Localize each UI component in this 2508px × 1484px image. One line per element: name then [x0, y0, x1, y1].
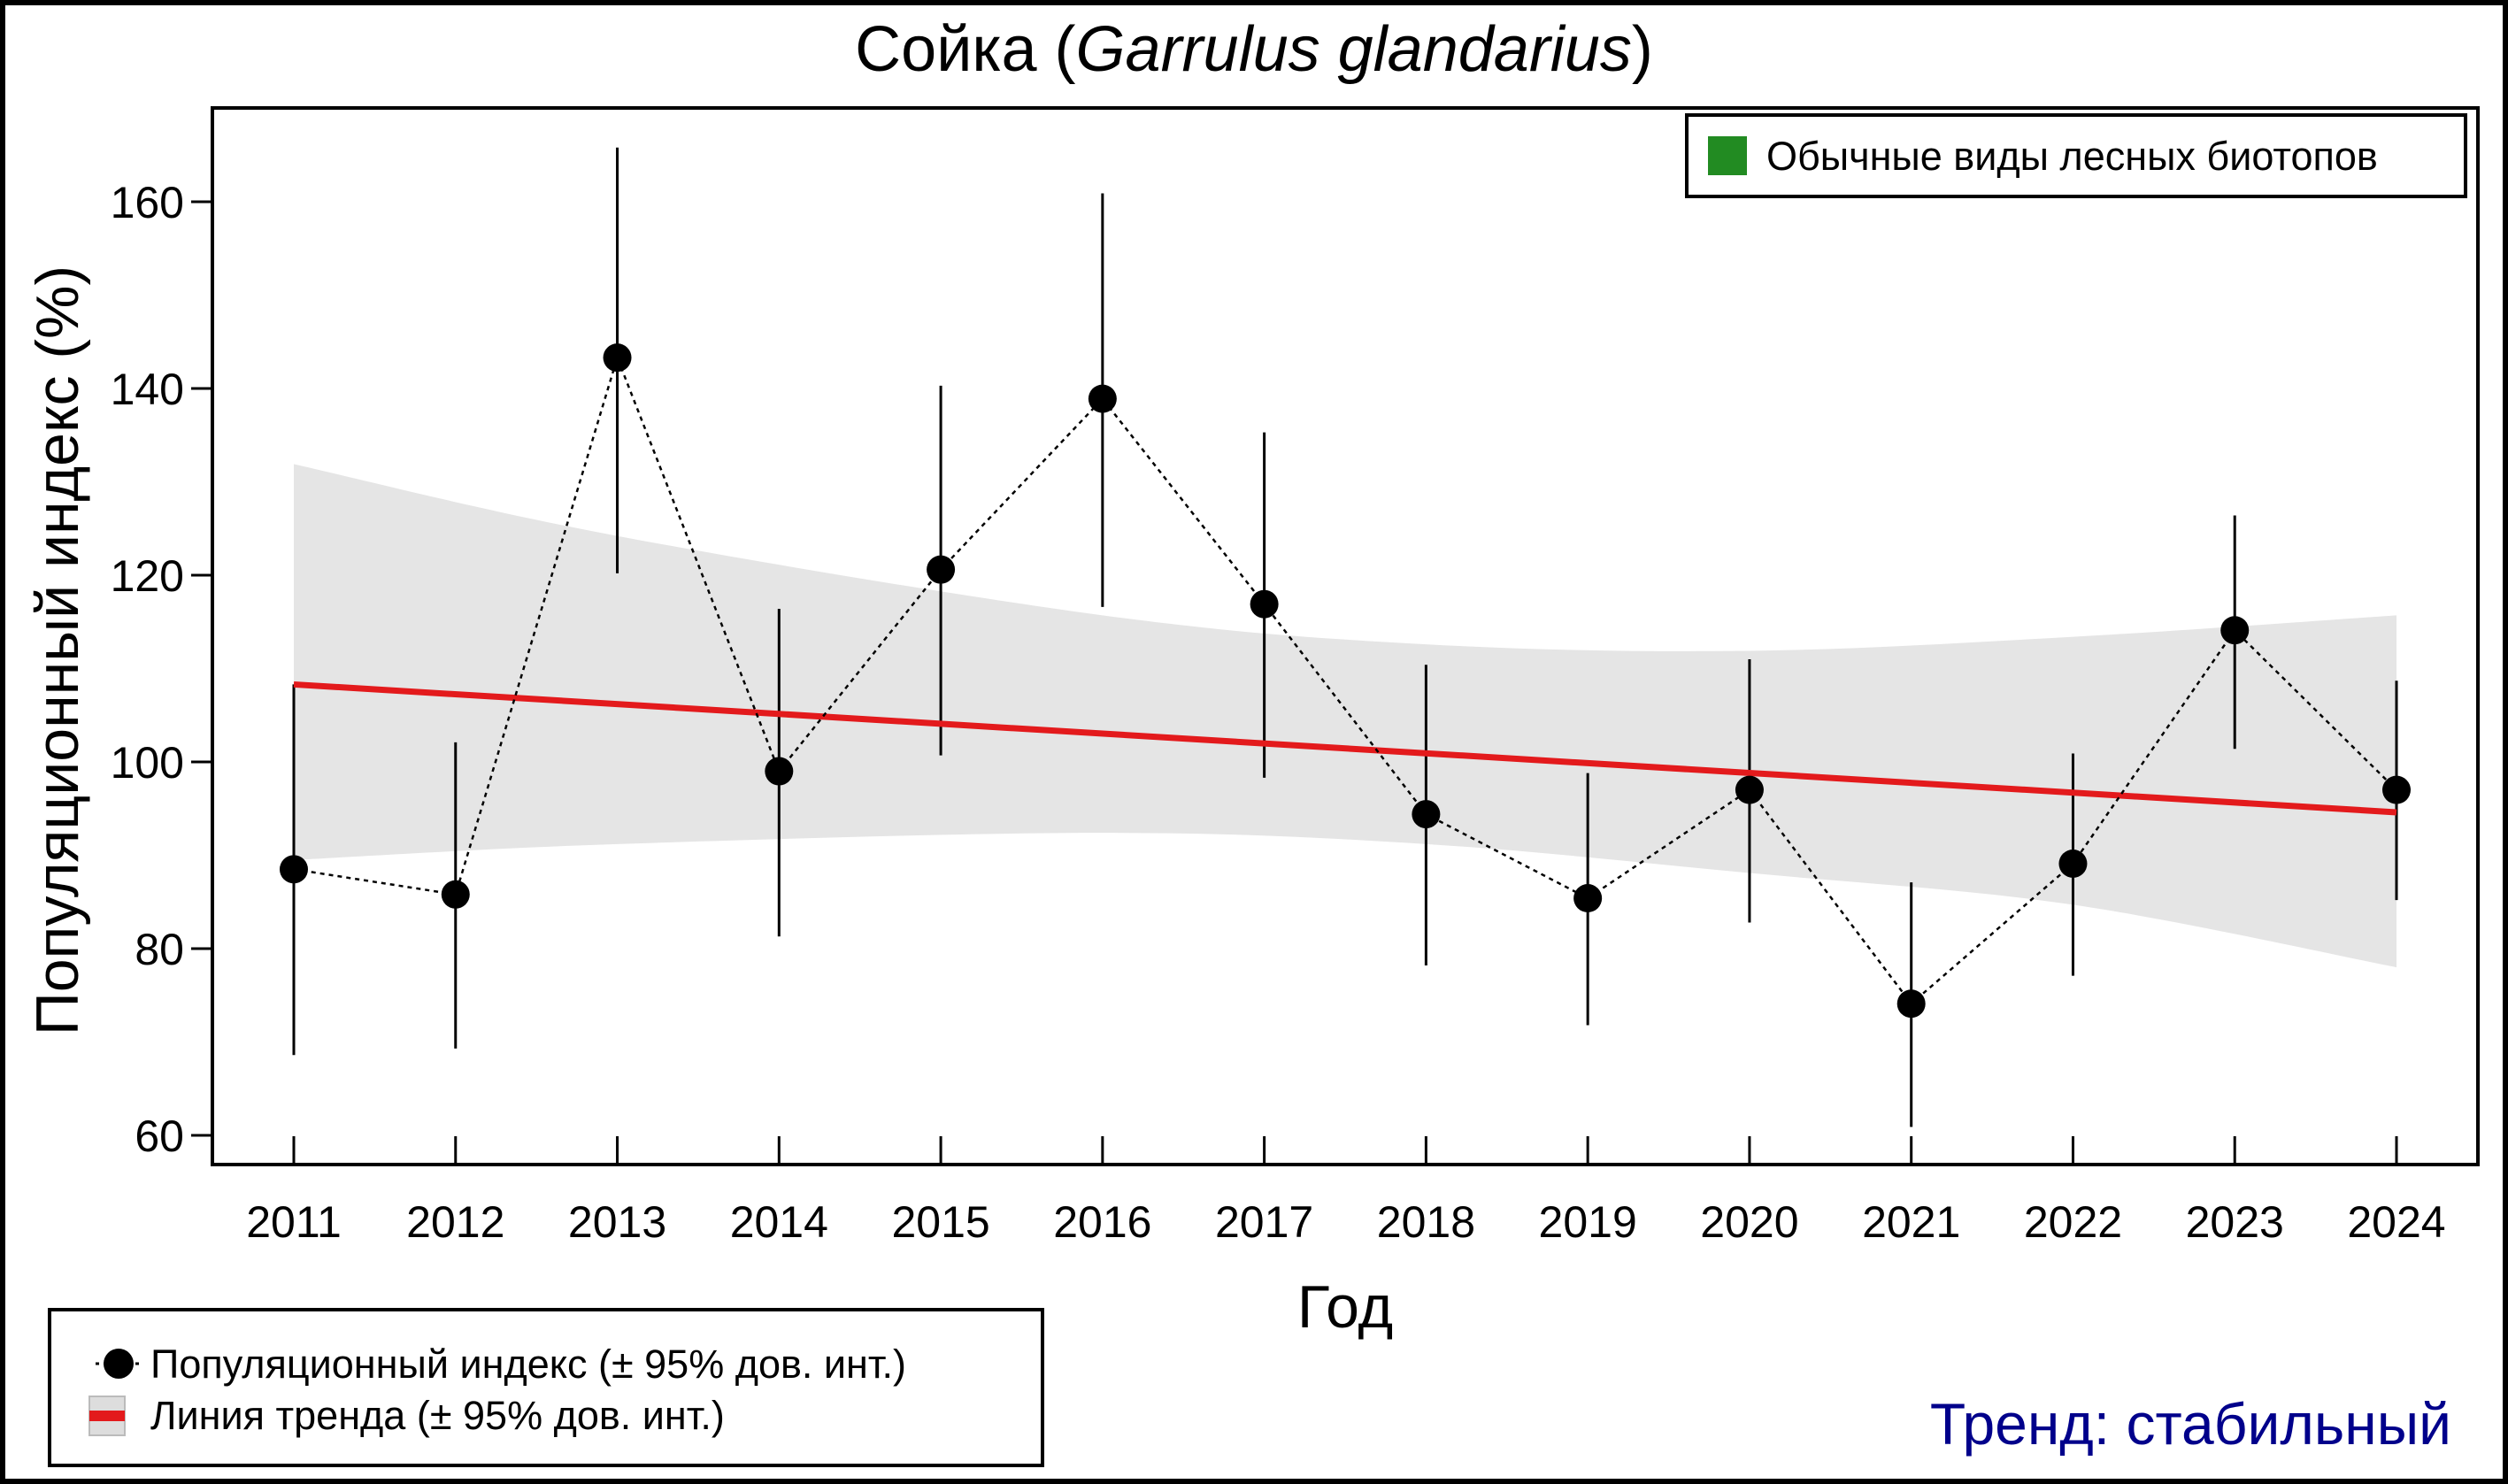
data-point-2019 — [1573, 884, 1603, 913]
x-tick-label-2014: 2014 — [730, 1197, 828, 1247]
data-point-2016 — [1088, 384, 1117, 413]
legend-label-index: Популяционный индекс (± 95% дов. инт.) — [150, 1342, 906, 1387]
trend-ci-band — [294, 464, 2396, 968]
series-legend: Популяционный индекс (± 95% дов. инт.) Л… — [48, 1308, 1044, 1467]
x-tick-label-2024: 2024 — [2347, 1197, 2445, 1247]
data-point-2011 — [280, 855, 308, 884]
x-axis-label: Год — [1297, 1273, 1393, 1341]
trend-status: Тренд: стабильный — [1930, 1391, 2451, 1457]
data-point-2023 — [2220, 616, 2250, 645]
legend-trend-line-icon — [89, 1411, 125, 1421]
x-tick-label-2012: 2012 — [406, 1197, 504, 1247]
data-point-2021 — [1896, 989, 1926, 1019]
plot-border — [211, 106, 2480, 1166]
y-tick-label-140: 140 — [111, 365, 184, 414]
x-tick-label-2022: 2022 — [2024, 1197, 2122, 1247]
data-point-2020 — [1735, 775, 1764, 804]
index-dotted-line — [293, 354, 2397, 1006]
legend-label-trend: Линия тренда (± 95% дов. инт.) — [150, 1393, 725, 1438]
data-point-2024 — [2382, 775, 2411, 804]
x-tick-label-2019: 2019 — [1539, 1197, 1637, 1247]
group-legend-box — [1685, 113, 2467, 198]
group-legend-swatch — [1708, 136, 1747, 175]
x-tick-label-2015: 2015 — [891, 1197, 989, 1247]
y-axis-label: Популяционный индекс (%) — [24, 265, 91, 1035]
data-point-2012 — [441, 880, 470, 909]
y-tick-label-160: 160 — [111, 178, 184, 227]
data-point-2015 — [927, 555, 956, 584]
y-tick-label-60: 60 — [135, 1111, 184, 1161]
x-tick-label-2016: 2016 — [1053, 1197, 1151, 1247]
x-tick-label-2023: 2023 — [2186, 1197, 2284, 1247]
trend-line — [293, 680, 2397, 816]
x-tick-label-2021: 2021 — [1862, 1197, 1960, 1247]
data-point-2022 — [2058, 849, 2088, 878]
group-legend: Обычные виды лесных биотопов — [1685, 113, 2467, 198]
x-tick-label-2013: 2013 — [568, 1197, 666, 1247]
x-tick-label-2020: 2020 — [1700, 1197, 1798, 1247]
data-point-2018 — [1412, 800, 1441, 829]
data-point-2014 — [765, 757, 794, 786]
data-point-2017 — [1250, 589, 1279, 619]
legend-point-icon — [104, 1349, 134, 1379]
y-tick-label-80: 80 — [135, 925, 184, 974]
data-point-2013 — [603, 343, 632, 373]
y-tick-label-120: 120 — [111, 551, 184, 601]
group-legend-label: Обычные виды лесных биотопов — [1766, 134, 2378, 179]
chart-title: Сойка (Garrulus glandarius) — [855, 14, 1653, 85]
x-tick-label-2011: 2011 — [246, 1197, 342, 1247]
series-legend-box — [48, 1308, 1044, 1467]
x-tick-label-2017: 2017 — [1215, 1197, 1313, 1247]
x-tick-label-2018: 2018 — [1377, 1197, 1475, 1247]
y-tick-label-100: 100 — [111, 738, 184, 788]
